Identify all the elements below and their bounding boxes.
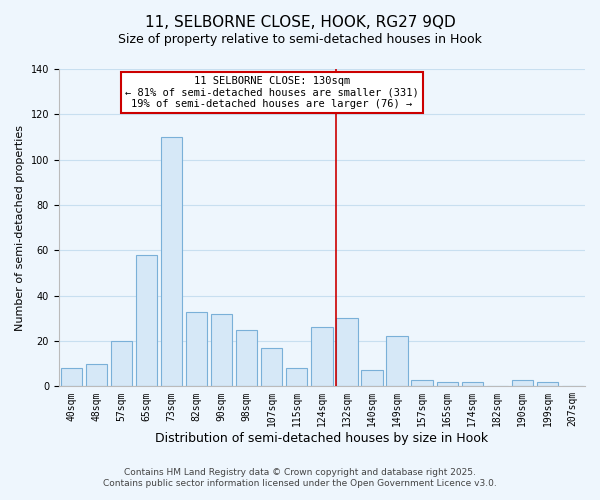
Bar <box>461 382 483 386</box>
Bar <box>111 341 132 386</box>
Bar <box>236 330 257 386</box>
Bar <box>211 314 232 386</box>
Bar <box>386 336 408 386</box>
Bar <box>136 255 157 386</box>
Bar <box>336 318 358 386</box>
Text: 11, SELBORNE CLOSE, HOOK, RG27 9QD: 11, SELBORNE CLOSE, HOOK, RG27 9QD <box>145 15 455 30</box>
Bar <box>261 348 283 387</box>
Bar <box>512 380 533 386</box>
Bar <box>61 368 82 386</box>
Y-axis label: Number of semi-detached properties: Number of semi-detached properties <box>15 124 25 330</box>
Bar <box>412 380 433 386</box>
Bar <box>361 370 383 386</box>
Bar <box>186 312 207 386</box>
Text: Contains HM Land Registry data © Crown copyright and database right 2025.
Contai: Contains HM Land Registry data © Crown c… <box>103 468 497 487</box>
Bar <box>537 382 558 386</box>
X-axis label: Distribution of semi-detached houses by size in Hook: Distribution of semi-detached houses by … <box>155 432 488 445</box>
Bar <box>286 368 307 386</box>
Bar <box>311 328 332 386</box>
Bar <box>161 137 182 386</box>
Text: 11 SELBORNE CLOSE: 130sqm
← 81% of semi-detached houses are smaller (331)
19% of: 11 SELBORNE CLOSE: 130sqm ← 81% of semi-… <box>125 76 419 109</box>
Bar <box>86 364 107 386</box>
Bar <box>437 382 458 386</box>
Text: Size of property relative to semi-detached houses in Hook: Size of property relative to semi-detach… <box>118 32 482 46</box>
